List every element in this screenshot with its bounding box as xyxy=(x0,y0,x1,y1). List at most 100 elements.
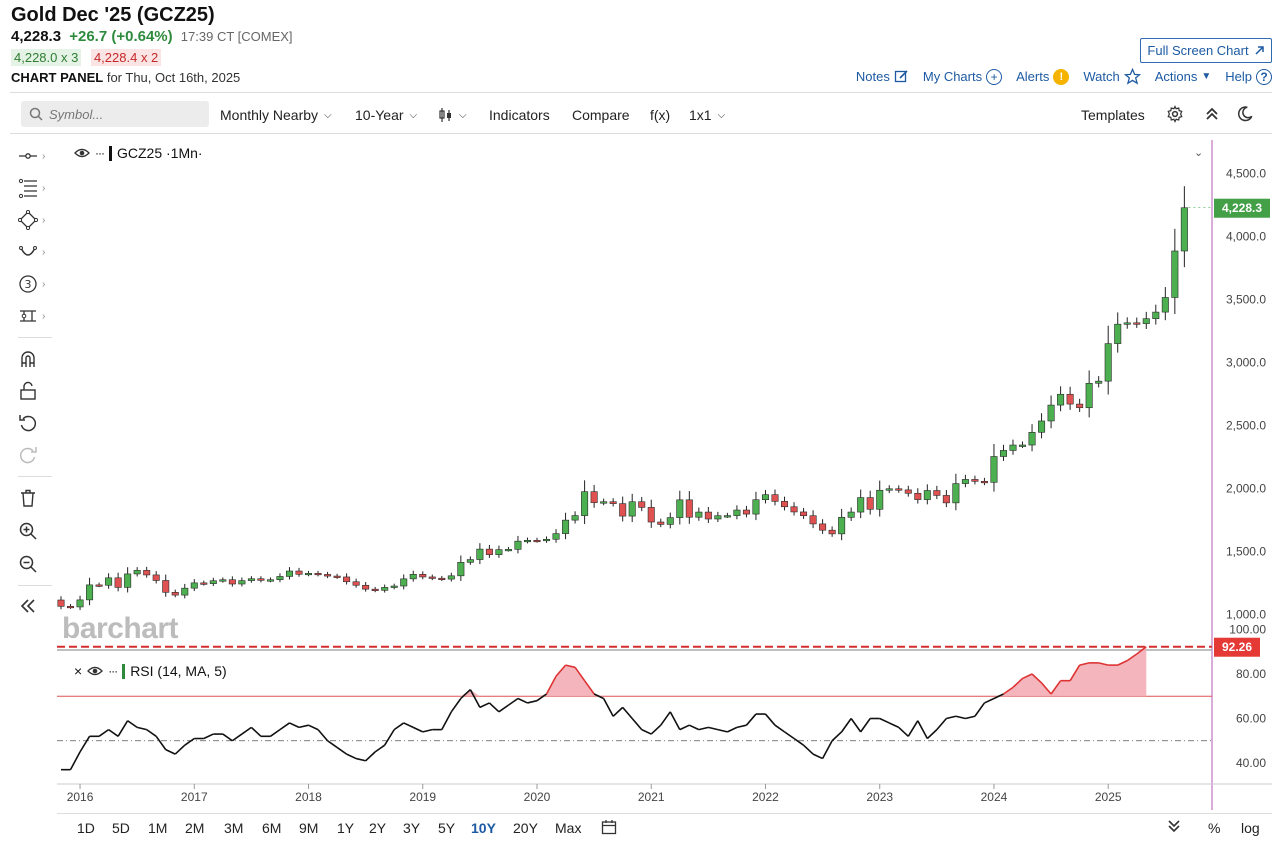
tool-counter[interactable]: 3 › xyxy=(18,271,54,297)
range-2y[interactable]: 2Y xyxy=(369,820,387,836)
calendar-icon[interactable] xyxy=(601,819,617,838)
range-2m[interactable]: 2M xyxy=(185,820,205,836)
settings-button[interactable] xyxy=(1166,105,1184,123)
candle-up xyxy=(999,450,1007,457)
candle-up xyxy=(124,573,132,588)
candle-down xyxy=(1133,322,1141,325)
templates-button[interactable]: Templates xyxy=(1081,107,1145,123)
watch-link[interactable]: Watch xyxy=(1083,68,1141,85)
undo-icon xyxy=(19,415,37,432)
my-charts-link[interactable]: My Charts + xyxy=(923,68,1003,85)
eye-icon[interactable] xyxy=(87,665,104,677)
symbol-search-input[interactable]: Symbol... xyxy=(21,101,209,127)
tool-line[interactable]: › xyxy=(18,143,54,169)
period-dropdown[interactable]: 10-Year ⌵ xyxy=(355,107,417,123)
range-20y[interactable]: 20Y xyxy=(513,820,538,836)
candle-down xyxy=(742,509,750,515)
rsi-line-segment xyxy=(498,704,509,713)
function-button[interactable]: f(x) xyxy=(650,107,670,123)
layout-dropdown[interactable]: 1x1 ⌵ xyxy=(689,107,725,123)
range-5y[interactable]: 5Y xyxy=(438,820,456,836)
tool-delete[interactable] xyxy=(18,485,54,511)
candle xyxy=(666,512,674,529)
series-legend[interactable]: ··· GCZ25 ·1Mn· xyxy=(74,145,203,161)
candle xyxy=(790,502,798,516)
candle xyxy=(314,570,322,577)
close-icon[interactable]: × xyxy=(74,663,83,679)
notes-label: Notes xyxy=(855,69,890,84)
zoom-in-icon xyxy=(19,522,37,540)
range-max[interactable]: Max xyxy=(555,820,582,836)
candle xyxy=(904,485,912,497)
rsi-line-segment xyxy=(517,697,528,704)
bid-ask: 4,228.0 x 3 4,228.4 x 2 xyxy=(11,49,162,66)
rsi-line-segment xyxy=(507,697,519,706)
more-dots-icon[interactable]: ··· xyxy=(95,146,105,160)
interval-dropdown[interactable]: Monthly Nearby ⌵ xyxy=(220,107,332,123)
price-tick-label: 3,000.0 xyxy=(1226,356,1266,370)
tool-zoom-in[interactable] xyxy=(18,518,54,544)
range-9m[interactable]: 9M xyxy=(299,820,319,836)
rsi-line-segment xyxy=(898,726,909,737)
range-1m[interactable]: 1M xyxy=(148,820,168,836)
range-6m[interactable]: 6M xyxy=(262,820,282,836)
range-10y[interactable]: 10Y xyxy=(471,820,496,836)
price-tick-label: 1,500.0 xyxy=(1226,545,1266,559)
alerts-link[interactable]: Alerts ! xyxy=(1016,68,1070,85)
compare-button[interactable]: Compare xyxy=(572,107,630,123)
candle-up xyxy=(219,579,227,582)
candle xyxy=(457,555,465,581)
eye-icon[interactable] xyxy=(74,147,90,159)
candle-up xyxy=(276,576,284,581)
pencil-icon xyxy=(894,70,908,83)
candle xyxy=(1085,370,1093,418)
range-3y[interactable]: 3Y xyxy=(403,820,421,836)
collapse-toolbar-button[interactable] xyxy=(1204,105,1220,121)
tool-measure[interactable]: › xyxy=(18,303,54,329)
rsi-legend[interactable]: × ··· RSI (14, MA, 5) xyxy=(74,663,227,679)
percent-scale-toggle[interactable]: % xyxy=(1208,820,1221,836)
rsi-line-segment xyxy=(698,726,709,731)
rsi-line-segment xyxy=(98,728,110,737)
tool-undo[interactable] xyxy=(18,410,54,436)
double-chevron-down-icon[interactable] xyxy=(1167,819,1181,836)
range-5d[interactable]: 5D xyxy=(112,820,130,836)
candle xyxy=(876,480,884,517)
tool-fibonacci[interactable]: › xyxy=(18,175,54,201)
chart-type-dropdown[interactable]: ⌵ xyxy=(438,107,467,123)
log-scale-toggle[interactable]: log xyxy=(1241,820,1260,836)
range-1y[interactable]: 1Y xyxy=(337,820,355,836)
tool-magnet[interactable] xyxy=(18,346,54,372)
candle xyxy=(1104,325,1112,395)
tool-lock[interactable] xyxy=(18,378,54,404)
tool-zoom-out[interactable] xyxy=(18,551,54,577)
candle-up xyxy=(1095,380,1103,384)
tool-shapes[interactable]: › xyxy=(18,207,54,233)
rsi-line-segment xyxy=(803,744,814,755)
tool-arc[interactable]: › xyxy=(18,239,54,265)
candle xyxy=(590,484,598,508)
rsi-line-segment xyxy=(984,697,995,704)
notes-link[interactable]: Notes xyxy=(856,69,909,84)
bid-quote: 4,228.0 x 3 xyxy=(11,49,82,66)
help-link[interactable]: Help ? xyxy=(1225,68,1272,85)
dark-mode-toggle[interactable] xyxy=(1236,105,1254,123)
range-3m[interactable]: 3M xyxy=(224,820,244,836)
actions-menu[interactable]: Actions ▼ xyxy=(1155,69,1212,84)
more-dots-icon[interactable]: ··· xyxy=(108,664,118,678)
collapse-tools-button[interactable] xyxy=(18,593,54,619)
indicators-button[interactable]: Indicators xyxy=(489,107,550,123)
candle xyxy=(485,544,493,558)
candle xyxy=(504,546,512,552)
candle xyxy=(447,572,455,582)
candle xyxy=(685,491,693,524)
panel-chevron-down-icon[interactable]: ⌄ xyxy=(1194,147,1204,159)
range-1d[interactable]: 1D xyxy=(77,820,95,836)
full-screen-chart-button[interactable]: Full Screen Chart xyxy=(1140,38,1272,63)
candle-up xyxy=(1009,444,1017,451)
rsi-line-segment xyxy=(612,706,624,717)
rsi-line-segment xyxy=(308,724,319,731)
tool-redo[interactable] xyxy=(18,442,54,468)
candle-up xyxy=(838,517,846,535)
